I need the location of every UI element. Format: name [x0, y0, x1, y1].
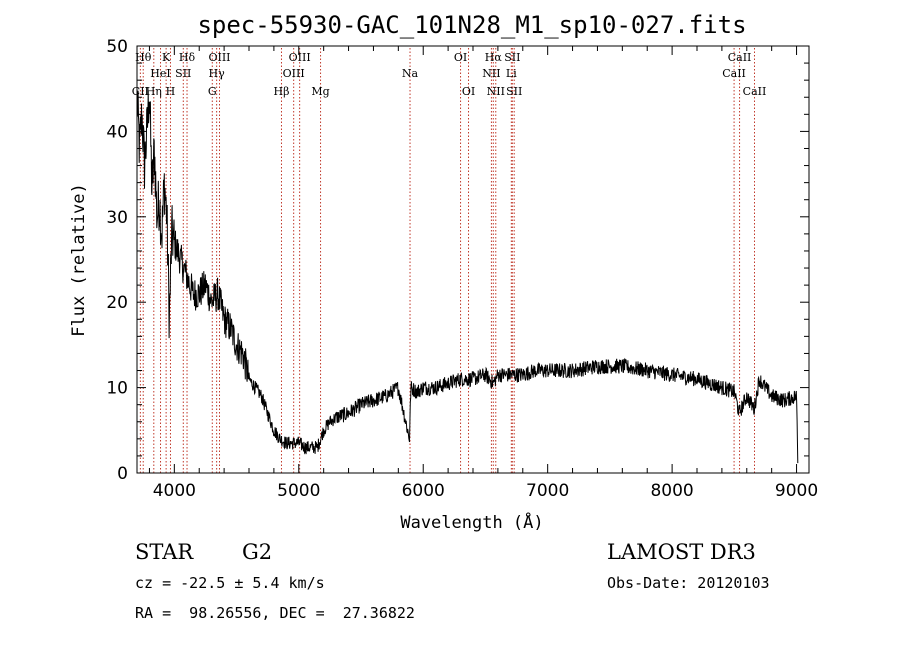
y-tick-label: 40 — [106, 122, 128, 142]
observation-date: Obs-Date: 20120103 — [607, 574, 770, 592]
y-tick-label: 20 — [106, 293, 128, 313]
y-tick-label: 30 — [106, 208, 128, 228]
x-axis-title: Wavelength (Å) — [400, 511, 543, 533]
x-tick-label: 4000 — [153, 481, 196, 501]
x-tick-label: 6000 — [402, 481, 445, 501]
spectral-line-label: K — [162, 51, 171, 64]
x-tick-label: 5000 — [277, 481, 320, 501]
spectral-line-label: NII — [487, 85, 505, 98]
plot-frame — [136, 45, 810, 474]
spectral-line-label: Hα — [485, 51, 503, 64]
survey-name: LAMOST DR3 — [607, 540, 756, 564]
spectral-line-label: HeI — [150, 67, 170, 80]
x-tick-label: 8000 — [650, 481, 693, 501]
y-axis-title: Flux (relative) — [69, 183, 89, 337]
spectral-line-label: OIII — [289, 51, 311, 64]
object-class: STAR — [135, 540, 194, 564]
spectral-line-label: H — [166, 85, 176, 98]
x-tick-label: 9000 — [775, 481, 818, 501]
spectral-subclass: G2 — [242, 540, 273, 564]
spectrum-series — [136, 87, 799, 464]
spectral-line-label: Hδ — [179, 51, 196, 64]
spectral-line-label: OIII — [208, 51, 230, 64]
spectral-line-label: CaII — [722, 67, 746, 80]
spectral-line-label: SII — [175, 67, 191, 80]
coordinates: RA = 98.26556, DEC = 27.36822 — [135, 604, 415, 622]
x-tick-label: 7000 — [526, 481, 569, 501]
spectral-line-label: CaII — [743, 85, 767, 98]
spectral-line-label: OI — [462, 85, 475, 98]
spectral-line-label: Mg — [311, 85, 329, 98]
y-tick-label: 0 — [117, 464, 128, 484]
redshift-value: cz = -22.5 ± 5.4 km/s — [135, 574, 325, 592]
spectral-line-label: OI — [454, 51, 467, 64]
spectral-line-label: Hγ — [209, 67, 226, 80]
spectral-line-label: Li — [506, 67, 517, 80]
spectral-line-label: CII — [132, 85, 149, 98]
spectral-line-label: G — [208, 85, 217, 98]
spectral-line-label: Hβ — [274, 85, 290, 98]
spectral-line-label: OIII — [283, 67, 305, 80]
spectral-line-label: Na — [402, 67, 419, 80]
y-tick-label: 10 — [106, 379, 128, 399]
spectral-line-label: Hθ — [135, 51, 152, 64]
spectral-line-label: CaII — [728, 51, 752, 64]
spectral-line-label: Hη — [146, 85, 162, 98]
spectral-line-label: SII — [504, 51, 520, 64]
spectral-line-label: SII — [506, 85, 522, 98]
y-tick-label: 50 — [106, 37, 128, 57]
chart-title: spec-55930-GAC_101N28_M1_sp10-027.fits — [197, 11, 746, 39]
spectral-line-label: NII — [482, 67, 500, 80]
